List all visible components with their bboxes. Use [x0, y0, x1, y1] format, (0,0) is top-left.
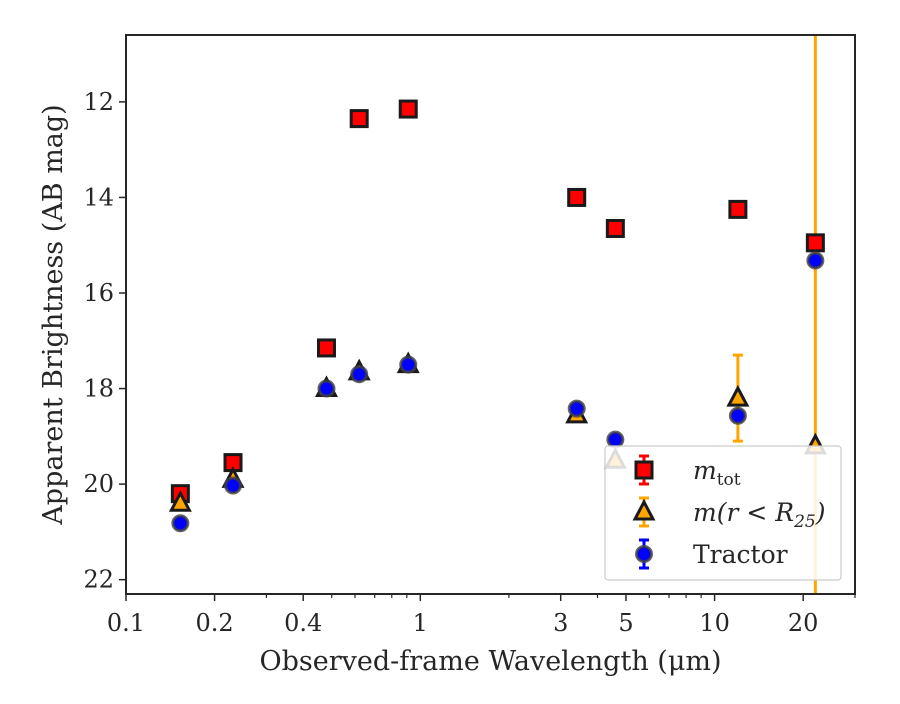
- y-tick-label: 14: [83, 183, 114, 211]
- x-axis-label: Observed-frame Wavelength (μm): [259, 646, 721, 677]
- x-tick-label: 0.1: [107, 609, 145, 637]
- tractor-point: [806, 251, 825, 270]
- tractor-point: [350, 365, 369, 384]
- m-r25-point: [168, 490, 192, 512]
- x-tick-label: 5: [618, 609, 633, 637]
- legend-label: Tractor: [693, 540, 788, 569]
- plot-frame: [125, 34, 856, 595]
- legend: mtot m(r < R25) Tractor: [604, 445, 842, 581]
- x-tick-label: 20: [788, 609, 819, 637]
- markers-layer: [168, 99, 827, 533]
- mtot-point: [728, 199, 748, 219]
- mtot-point: [605, 219, 625, 238]
- tractor-point: [224, 476, 243, 495]
- y-tick-label: 16: [83, 279, 114, 307]
- y-tick-label: 20: [83, 470, 114, 498]
- legend-marker: [634, 460, 654, 480]
- y-axis-label: Apparent Brightness (AB mag): [38, 104, 69, 525]
- tractor-point: [399, 355, 418, 374]
- tractor-point: [728, 406, 747, 425]
- legend-label: mtot: [693, 456, 741, 490]
- x-tick-label: 0.4: [284, 609, 322, 637]
- mtot-point: [398, 99, 418, 119]
- legend-label: m(r < R25): [693, 498, 825, 532]
- tractor-point: [317, 379, 336, 398]
- x-tick-label: 0.2: [196, 609, 234, 637]
- legend-box: [604, 445, 842, 581]
- mtot-point: [567, 187, 587, 207]
- m-r25-point: [726, 384, 750, 407]
- tractor-point: [171, 514, 190, 533]
- tractor-point: [606, 430, 625, 449]
- y-tick-label: 22: [83, 566, 114, 594]
- tractor-point: [567, 399, 586, 418]
- mtot-point: [349, 109, 369, 129]
- x-tick-label: 10: [699, 609, 730, 637]
- legend-marker: [635, 545, 653, 563]
- x-tick-label: 1: [413, 609, 428, 637]
- x-tick-label: 3: [553, 609, 568, 637]
- mtot-point: [316, 338, 336, 358]
- y-tick-label: 12: [83, 88, 114, 116]
- mtot-point: [805, 233, 825, 253]
- ticks-layer: 0.1 0.2 0.4 1 3 5 10 20 12 14 16 18 20 22: [83, 88, 856, 637]
- y-tick-label: 18: [83, 375, 114, 403]
- legend-marker: [632, 498, 656, 521]
